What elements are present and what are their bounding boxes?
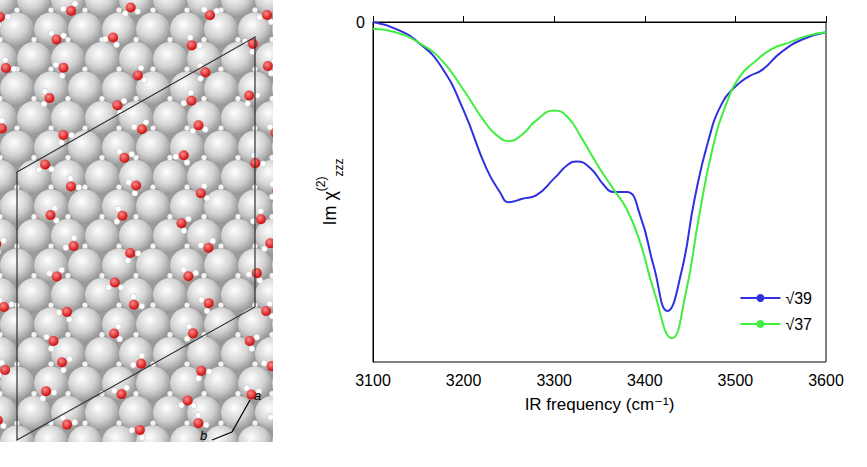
svg-text:Im χ: Im χ xyxy=(320,191,340,226)
svg-text:3300: 3300 xyxy=(536,372,572,389)
svg-text:3600: 3600 xyxy=(808,372,844,389)
svg-text:zzz: zzz xyxy=(332,158,346,176)
svg-text:√39: √39 xyxy=(785,290,812,307)
svg-text:b: b xyxy=(200,428,207,443)
svg-text:(2): (2) xyxy=(314,176,328,191)
svg-text:3200: 3200 xyxy=(446,372,482,389)
svg-text:3400: 3400 xyxy=(627,372,663,389)
svg-text:3500: 3500 xyxy=(718,372,754,389)
svg-text:√37: √37 xyxy=(785,316,812,333)
svg-text:IR frequency (cm⁻¹): IR frequency (cm⁻¹) xyxy=(525,395,675,414)
svg-text:a: a xyxy=(254,388,261,403)
svg-text:0: 0 xyxy=(356,14,365,31)
svg-text:3100: 3100 xyxy=(355,372,391,389)
